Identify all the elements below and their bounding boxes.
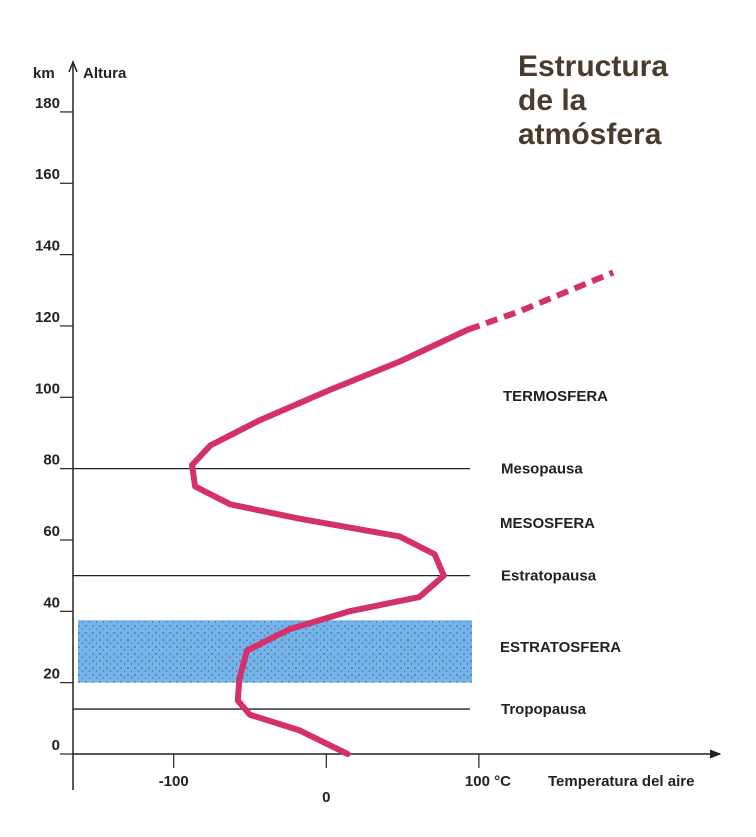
boundary-label: Estratopausa	[501, 568, 597, 585]
temperature-line	[467, 269, 615, 333]
x-tick-label: 0	[322, 789, 330, 806]
y-tick-label: 60	[43, 523, 60, 540]
chart-title: Estructura de la atmósfera	[518, 50, 669, 151]
y-tick-label: 120	[35, 309, 60, 326]
y-axis-arrow	[68, 59, 78, 73]
y-tick-label: 100	[35, 380, 60, 397]
y-tick-label: 0	[52, 737, 60, 754]
y-tick-label: 160	[35, 166, 60, 183]
y-unit: km	[33, 65, 55, 82]
temperature-line	[189, 326, 472, 757]
y-tick-label: 180	[35, 95, 60, 112]
layer-label: MESOSFERA	[500, 515, 595, 532]
layer-label: TERMOSFERA	[503, 388, 608, 405]
x-tick-label: 100 °C	[465, 773, 511, 790]
boundary-label: Tropopausa	[501, 701, 587, 718]
y-tick-label: 140	[35, 238, 60, 255]
x-axis-arrow	[709, 749, 722, 759]
band-texture	[78, 620, 472, 683]
y-tick-label: 20	[43, 666, 60, 683]
y-tick-label: 40	[43, 594, 60, 611]
y-axis-label: Altura	[83, 65, 127, 82]
x-tick-label: -100	[159, 773, 189, 790]
layer-label: ESTRATOSFERA	[500, 639, 621, 656]
y-tick-label: 80	[43, 452, 60, 469]
x-axis-label: Temperatura del aire	[548, 773, 694, 790]
boundary-label: Mesopausa	[501, 461, 583, 478]
